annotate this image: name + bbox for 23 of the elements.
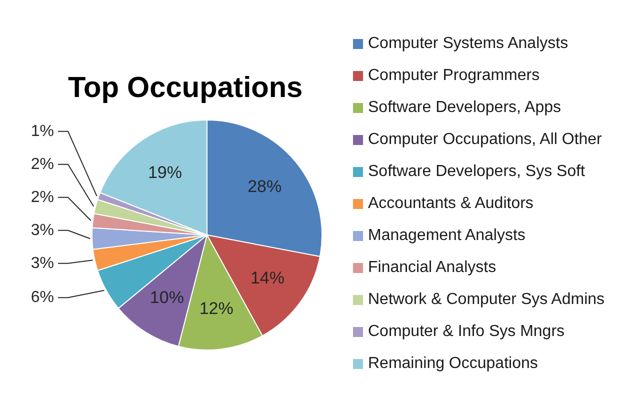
legend-label: Management Analysts — [368, 227, 526, 245]
data-label: 2% — [30, 188, 54, 206]
legend-label: Network & Computer Sys Admins — [368, 291, 605, 309]
data-label: 6% — [30, 289, 54, 306]
data-label: 2% — [30, 156, 54, 173]
legend-label: Software Developers, Sys Soft — [368, 163, 585, 181]
legend-label: Computer Systems Analysts — [368, 35, 568, 53]
data-label: 3% — [30, 254, 54, 272]
data-label: 10% — [150, 288, 184, 307]
legend-label: Computer & Info Sys Mngrs — [368, 323, 565, 341]
legend-label: Financial Analysts — [368, 259, 496, 277]
legend-label: Remaining Occupations — [368, 355, 538, 373]
data-label: 12% — [199, 298, 234, 318]
legend-label: Accountants & Auditors — [368, 195, 534, 213]
legend-label: Computer Occupations, All Other — [368, 131, 602, 149]
data-label: 28% — [248, 177, 282, 196]
data-label: 19% — [148, 162, 182, 182]
data-label: 1% — [30, 122, 54, 140]
legend-label: Software Developers, Apps — [368, 99, 561, 117]
data-label: 3% — [30, 222, 54, 239]
legend-label: Computer Programmers — [368, 67, 540, 85]
data-label: 14% — [250, 268, 284, 288]
text: Top Occupations — [68, 71, 303, 105]
